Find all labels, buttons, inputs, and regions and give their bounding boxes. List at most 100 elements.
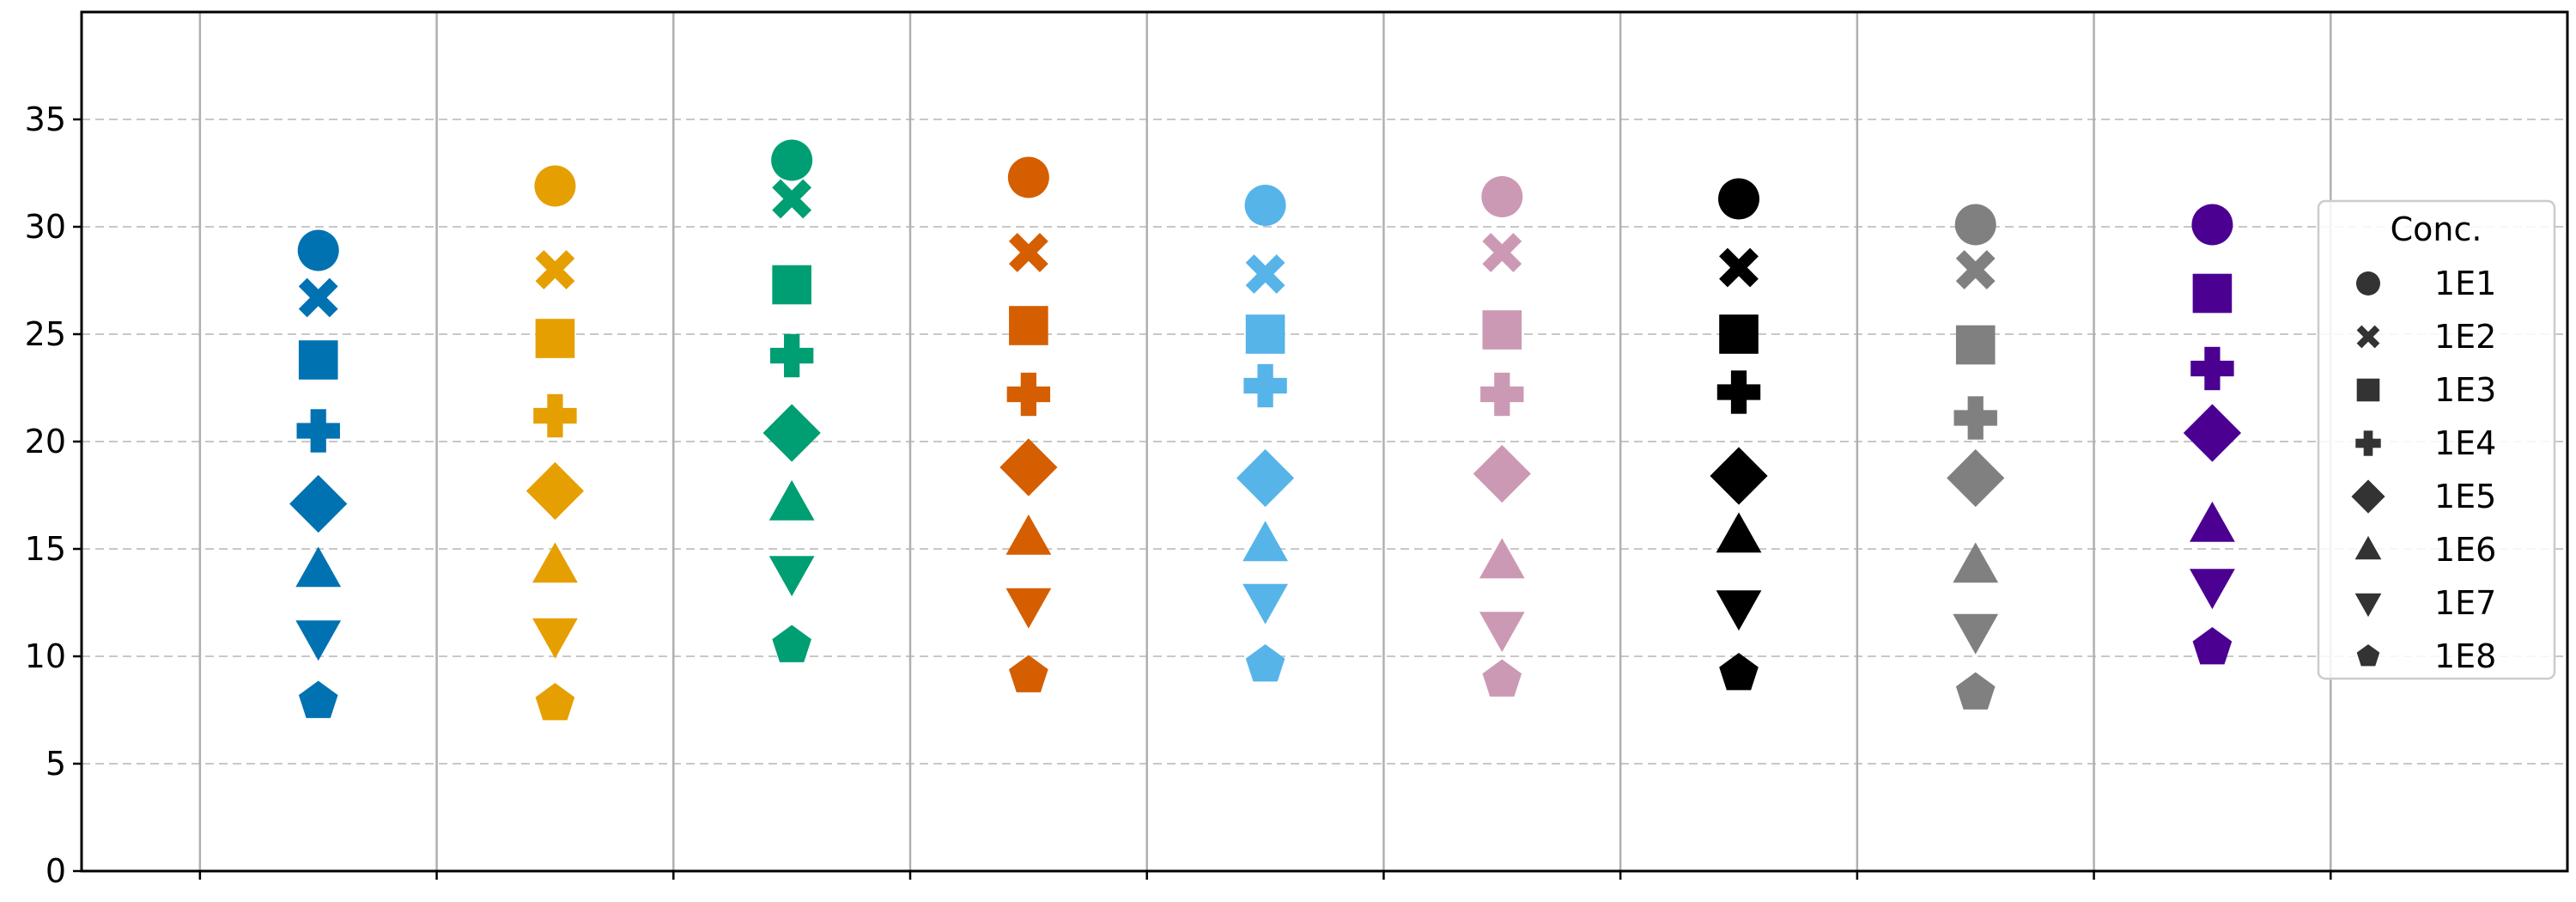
data-point xyxy=(534,165,576,207)
legend-marker xyxy=(2356,271,2380,296)
data-point xyxy=(526,461,585,521)
data-point xyxy=(2183,404,2242,462)
data-point xyxy=(535,250,575,289)
data-point xyxy=(999,438,1058,497)
data-point xyxy=(2192,627,2233,665)
data-point xyxy=(1953,613,1999,655)
data-point xyxy=(1716,590,1762,631)
legend-entries: 1E1 1E2 1E3 1E4 1E5 1E6 1E7 1E8 xyxy=(2351,265,2496,675)
data-point xyxy=(298,277,338,318)
data-point xyxy=(1007,156,1049,198)
y-tick-label: 35 xyxy=(25,101,66,138)
legend-marker xyxy=(2351,479,2385,514)
data-point xyxy=(2190,569,2235,610)
data-point xyxy=(1245,644,1285,682)
data-point xyxy=(535,683,575,721)
y-tick-label: 25 xyxy=(25,315,66,353)
legend-marker xyxy=(2354,593,2382,618)
data-point xyxy=(1710,447,1768,505)
data-point xyxy=(1009,306,1048,345)
y-axis: 0 5 10 15 20 25 30 35 xyxy=(25,101,82,890)
data-point xyxy=(2190,501,2235,542)
data-point xyxy=(1479,538,1525,579)
data-point xyxy=(295,546,342,588)
legend-label: 1E1 xyxy=(2434,265,2496,302)
legend-label: 1E4 xyxy=(2434,424,2496,462)
legend-label: 1E7 xyxy=(2434,584,2496,622)
legend-title: Conc. xyxy=(2391,210,2482,248)
data-point xyxy=(533,393,577,438)
data-point xyxy=(535,319,575,358)
data-point xyxy=(1718,178,1759,220)
legend-label: 1E2 xyxy=(2434,318,2496,356)
plot-frame xyxy=(80,10,2569,873)
data-point xyxy=(1245,254,1285,294)
data-point xyxy=(772,179,812,219)
data-point xyxy=(1719,247,1759,288)
y-tick-label: 15 xyxy=(25,530,66,568)
legend-marker xyxy=(2356,644,2380,667)
data-point xyxy=(2191,204,2233,246)
legend-label: 1E8 xyxy=(2434,637,2496,675)
grid xyxy=(82,12,2567,871)
legend-marker xyxy=(2355,430,2381,456)
data-point xyxy=(1716,512,1762,553)
data-point xyxy=(1955,672,1996,710)
legend-marker xyxy=(2354,535,2382,560)
data-point xyxy=(289,474,348,533)
data-point xyxy=(2190,346,2234,391)
data-point xyxy=(1954,204,1996,246)
data-point xyxy=(1006,372,1051,417)
data-point xyxy=(1479,612,1525,653)
data-point xyxy=(1953,396,1997,440)
data-point xyxy=(298,340,338,380)
data-point xyxy=(1008,233,1048,272)
data-point xyxy=(1243,363,1287,408)
data-point xyxy=(1244,185,1286,226)
data-point xyxy=(769,479,815,521)
data-point xyxy=(1480,372,1524,417)
data-point xyxy=(532,618,578,659)
legend-label: 1E3 xyxy=(2434,371,2496,409)
data-point xyxy=(1005,588,1052,629)
y-tick-label: 10 xyxy=(25,637,66,675)
data-point xyxy=(296,409,340,453)
data-point xyxy=(532,542,578,583)
data-point xyxy=(298,680,338,718)
data-point xyxy=(1236,448,1295,508)
data-point xyxy=(1482,233,1522,272)
legend-marker xyxy=(2356,325,2380,349)
data-point xyxy=(1481,176,1523,217)
data-point xyxy=(2192,273,2233,314)
data-point xyxy=(1242,583,1288,625)
data-point xyxy=(1955,325,1996,365)
legend: Conc. 1E1 1E2 1E3 1E4 1E5 1E6 1E7 1E8 xyxy=(2317,199,2556,680)
x-axis xyxy=(198,871,2332,880)
data-point xyxy=(769,333,814,378)
legend-label: 1E6 xyxy=(2434,531,2496,569)
legend-label: 1E5 xyxy=(2434,478,2496,515)
data-point xyxy=(1719,314,1759,354)
y-tick-label: 30 xyxy=(25,208,66,246)
data-point xyxy=(1482,310,1522,350)
data-point xyxy=(771,139,813,181)
data-point xyxy=(1245,314,1285,354)
data-point xyxy=(762,404,821,462)
data-point xyxy=(1955,250,1996,289)
data-point xyxy=(1005,514,1052,555)
data-point xyxy=(1482,659,1522,697)
data-point xyxy=(1716,370,1761,414)
data-point xyxy=(297,229,339,271)
y-tick-label: 5 xyxy=(46,745,66,783)
data-points xyxy=(289,139,2242,721)
data-point xyxy=(769,556,815,597)
data-point xyxy=(1719,653,1759,691)
data-point xyxy=(1473,444,1531,503)
data-point xyxy=(772,265,811,305)
data-point xyxy=(295,620,342,661)
y-tick-label: 0 xyxy=(46,852,66,890)
legend-marker xyxy=(2356,378,2380,402)
data-point xyxy=(1009,655,1048,692)
data-point xyxy=(1953,542,1999,583)
